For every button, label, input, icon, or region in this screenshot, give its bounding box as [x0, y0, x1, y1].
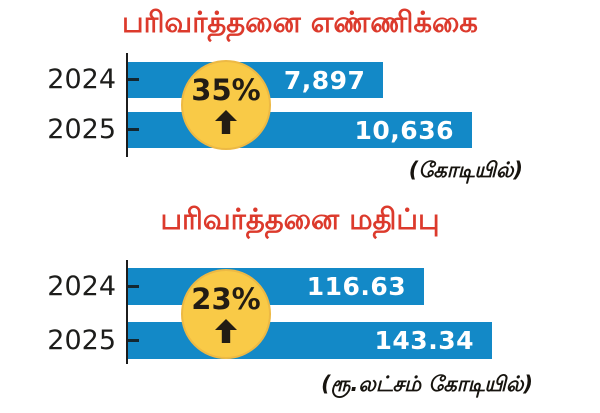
- growth-percent: 23%: [191, 282, 261, 316]
- axis-tick: [128, 339, 139, 342]
- y-axis-line: [126, 53, 128, 157]
- up-arrow-icon: [215, 110, 237, 134]
- bar-2024: 116.63: [128, 268, 425, 305]
- year-label-2025: 2025: [47, 325, 116, 356]
- bar-row-2025: 10,636: [128, 112, 472, 148]
- axis-tick: [128, 78, 139, 81]
- growth-percent: 35%: [191, 73, 261, 107]
- chart-title-transaction-count: பரிவர்த்தனை எண்ணிக்கை: [121, 5, 478, 39]
- axis-tick: [128, 285, 139, 288]
- bar-value-2024: 116.63: [306, 272, 407, 301]
- bar-value-2025: 143.34: [374, 326, 474, 355]
- growth-badge: 35%: [181, 60, 271, 150]
- chart-title-transaction-value: பரிவர்த்தனை மதிப்பு: [160, 202, 440, 236]
- axis-tick: [128, 128, 139, 131]
- bar-row-2024: 116.63: [128, 268, 492, 305]
- bar-row-2024: 7,897: [128, 62, 472, 98]
- unit-note: (ரூ.லட்சம் கோடியில்): [321, 372, 533, 396]
- y-axis-line: [126, 260, 128, 364]
- year-label-2024: 2024: [47, 64, 116, 95]
- year-label-2024: 2024: [47, 271, 116, 302]
- bar-value-2025: 10,636: [354, 115, 454, 145]
- bar-2025: 10,636: [128, 112, 472, 148]
- up-arrow-icon: [215, 319, 237, 343]
- year-label-2025: 2025: [47, 114, 116, 145]
- growth-badge: 23%: [181, 269, 271, 359]
- bar-value-2024: 7,897: [283, 65, 366, 95]
- unit-note: (கோடியில்): [408, 158, 523, 182]
